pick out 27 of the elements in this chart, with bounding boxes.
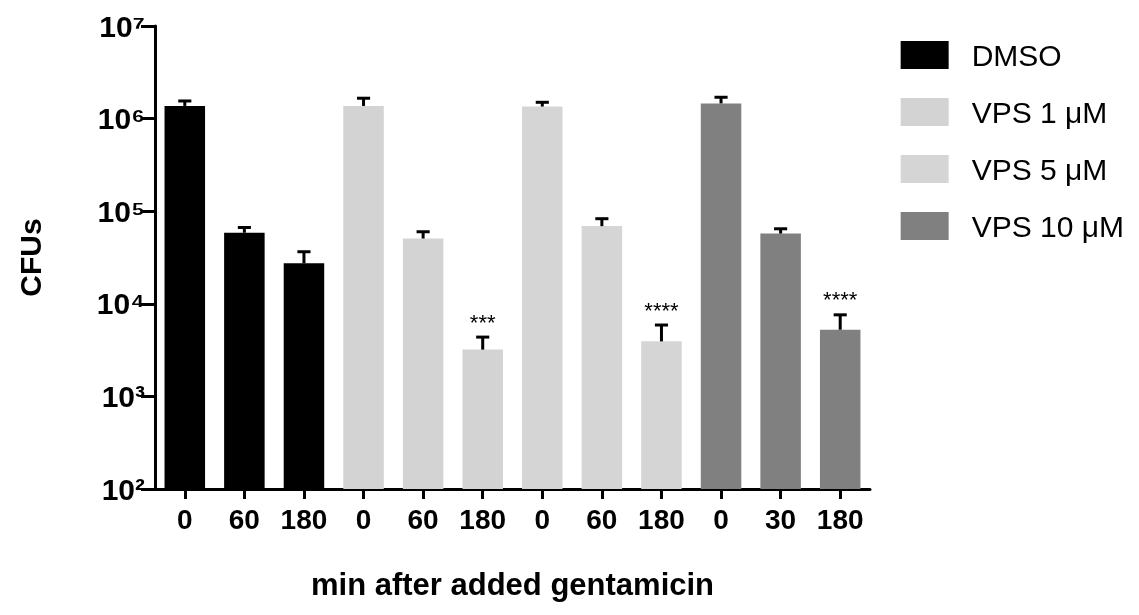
x-tick-label: 0	[534, 503, 551, 535]
legend-label: VPS 10 μM	[971, 209, 1124, 243]
x-tick-label: 180	[459, 503, 507, 535]
x-tick-label: 60	[228, 503, 260, 535]
y-tick-label: 10³	[101, 379, 146, 413]
y-tick-label: 10⁶	[97, 102, 145, 136]
x-tick-label: 60	[407, 503, 439, 535]
legend-label: VPS 1 μM	[971, 95, 1108, 129]
x-tick-label: 180	[816, 503, 864, 535]
x-tick-label: 0	[713, 503, 729, 535]
legend-label: VPS 5 μM	[971, 152, 1108, 186]
y-tick-label: 10⁴	[96, 287, 145, 321]
x-tick-label: 60	[586, 503, 618, 535]
x-axis-title: min after added gentamicin	[310, 567, 715, 602]
x-tick-label: 0	[355, 503, 372, 535]
y-tick-label: 10²	[101, 472, 146, 506]
data-label: ***	[469, 309, 496, 335]
x-tick-label: 180	[280, 503, 328, 535]
y-axis-title: CFUs	[13, 218, 47, 297]
x-tick-label: 30	[765, 503, 797, 535]
legend-label: DMSO	[971, 38, 1062, 72]
data-label: ****	[823, 287, 858, 313]
y-tick-label: 10⁵	[97, 194, 145, 228]
y-tick-label: 10⁷	[99, 9, 145, 43]
x-tick-label: 180	[638, 503, 685, 535]
data-label: ****	[644, 297, 680, 323]
x-tick-label: 0	[177, 503, 193, 535]
